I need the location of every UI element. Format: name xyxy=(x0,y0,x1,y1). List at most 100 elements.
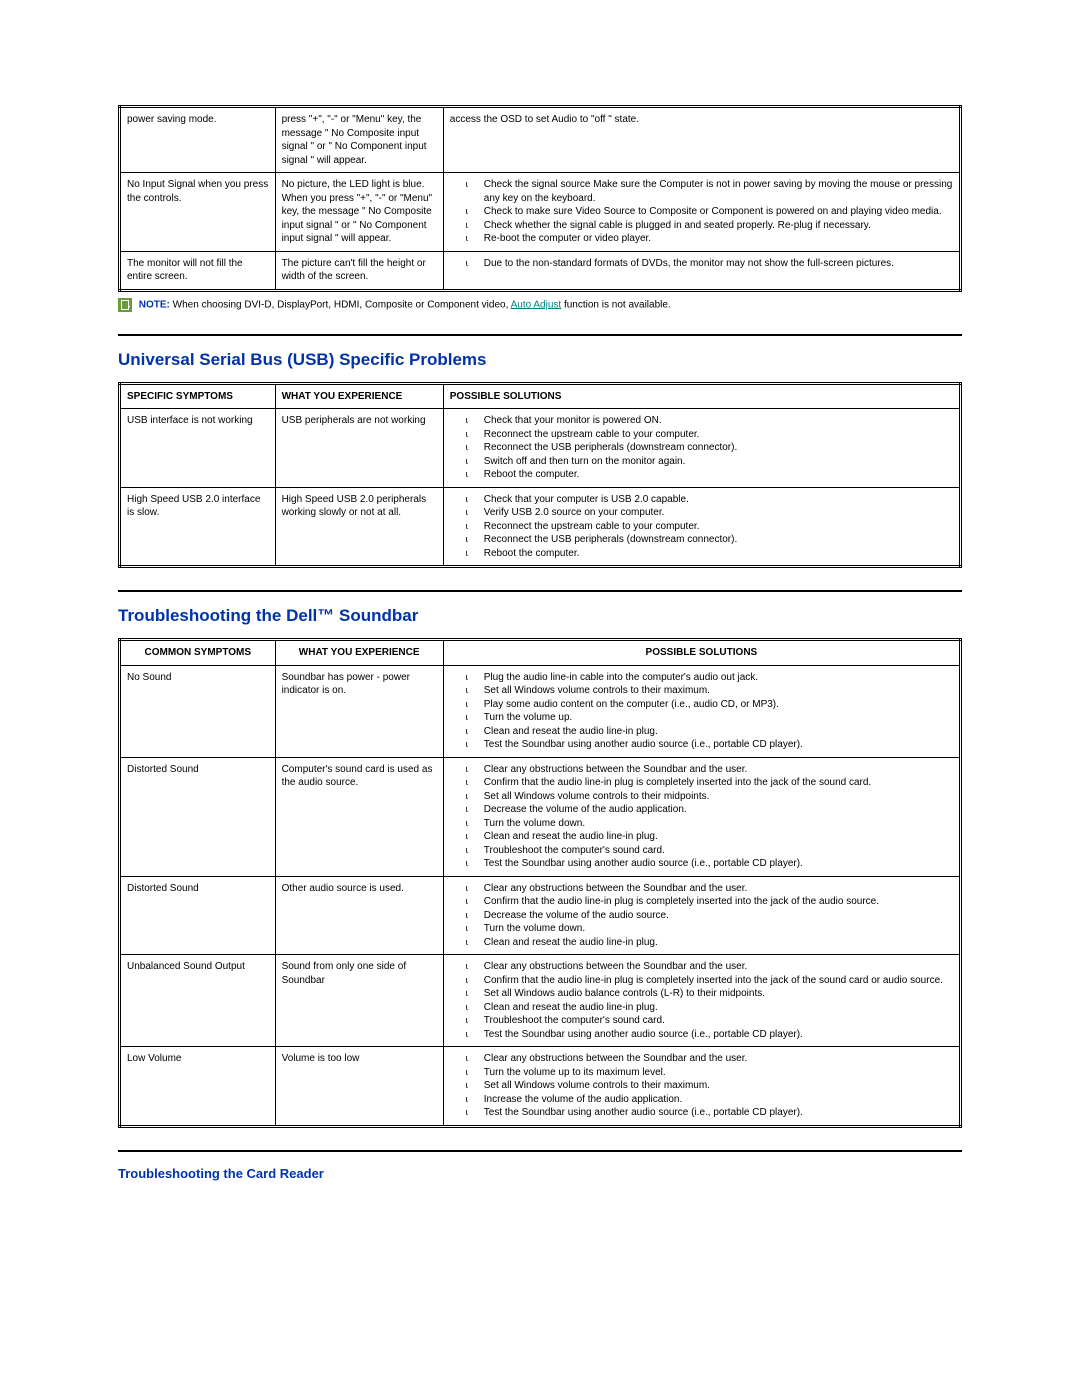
solution-item: Play some audio content on the computer … xyxy=(480,698,953,712)
usb-th-symptoms: SPECIFIC SYMPTOMS xyxy=(120,383,276,409)
solution-item: Test the Soundbar using another audio so… xyxy=(480,1028,953,1042)
experience-cell: Volume is too low xyxy=(275,1047,443,1127)
solution-item: Reboot the computer. xyxy=(480,468,953,482)
note-text-after: function is not available. xyxy=(561,299,671,310)
experience-cell: Soundbar has power - power indicator is … xyxy=(275,665,443,757)
solution-item: Decrease the volume of the audio applica… xyxy=(480,803,953,817)
solution-item: Plug the audio line-in cable into the co… xyxy=(480,671,953,685)
solutions-cell: Clear any obstructions between the Sound… xyxy=(443,876,960,955)
solutions-cell: Plug the audio line-in cable into the co… xyxy=(443,665,960,757)
solution-item: Test the Soundbar using another audio so… xyxy=(480,738,953,752)
solution-item: Switch off and then turn on the monitor … xyxy=(480,455,953,469)
video-problems-table: power saving mode.press "+", "-" or "Men… xyxy=(118,105,962,292)
symptom-cell: USB interface is not working xyxy=(120,409,276,488)
solution-item: Turn the volume up. xyxy=(480,711,953,725)
solution-item: Decrease the volume of the audio source. xyxy=(480,909,953,923)
solutions-cell: Clear any obstructions between the Sound… xyxy=(443,955,960,1047)
note-icon xyxy=(118,298,132,312)
solution-item: Clean and reseat the audio line-in plug. xyxy=(480,936,953,950)
symptom-cell: Unbalanced Sound Output xyxy=(120,955,276,1047)
experience-cell: High Speed USB 2.0 peripherals working s… xyxy=(275,487,443,567)
usb-heading: Universal Serial Bus (USB) Specific Prob… xyxy=(118,350,962,370)
note-row: NOTE: When choosing DVI-D, DisplayPort, … xyxy=(118,298,962,312)
solution-item: Troubleshoot the computer's sound card. xyxy=(480,844,953,858)
solution-item: Check the signal source Make sure the Co… xyxy=(480,178,953,205)
solution-item: Set all Windows audio balance controls (… xyxy=(480,987,953,1001)
experience-cell: Sound from only one side of Soundbar xyxy=(275,955,443,1047)
solution-item: Check that your monitor is powered ON. xyxy=(480,414,953,428)
solution-item: Turn the volume down. xyxy=(480,922,953,936)
solution-item: Clear any obstructions between the Sound… xyxy=(480,960,953,974)
experience-cell: Computer's sound card is used as the aud… xyxy=(275,757,443,876)
solution-item: Turn the volume up to its maximum level. xyxy=(480,1066,953,1080)
table-row: No SoundSoundbar has power - power indic… xyxy=(120,665,961,757)
symptom-cell: No Sound xyxy=(120,665,276,757)
solution-item: Clear any obstructions between the Sound… xyxy=(480,763,953,777)
note-text-before: When choosing DVI-D, DisplayPort, HDMI, … xyxy=(173,299,511,310)
soundbar-problems-table: COMMON SYMPTOMS WHAT YOU EXPERIENCE POSS… xyxy=(118,638,962,1128)
table-row: Unbalanced Sound OutputSound from only o… xyxy=(120,955,961,1047)
experience-cell: The picture can't fill the height or wid… xyxy=(275,251,443,290)
solutions-cell: access the OSD to set Audio to "off " st… xyxy=(443,107,960,173)
experience-cell: No picture, the LED light is blue. When … xyxy=(275,173,443,252)
solution-item: Turn the volume down. xyxy=(480,817,953,831)
solution-item: Test the Soundbar using another audio so… xyxy=(480,857,953,871)
solutions-cell: Due to the non-standard formats of DVDs,… xyxy=(443,251,960,290)
solution-item: Set all Windows volume controls to their… xyxy=(480,1079,953,1093)
cardreader-heading: Troubleshooting the Card Reader xyxy=(118,1166,962,1181)
solution-item: Reconnect the upstream cable to your com… xyxy=(480,428,953,442)
soundbar-heading: Troubleshooting the Dell™ Soundbar xyxy=(118,606,962,626)
solution-item: Confirm that the audio line-in plug is c… xyxy=(480,974,953,988)
experience-cell: USB peripherals are not working xyxy=(275,409,443,488)
table-row: Distorted SoundComputer's sound card is … xyxy=(120,757,961,876)
solution-item: Re-boot the computer or video player. xyxy=(480,232,953,246)
table-row: Low VolumeVolume is too low Clear any obs… xyxy=(120,1047,961,1127)
solutions-cell: Check the signal source Make sure the Co… xyxy=(443,173,960,252)
solution-item: Set all Windows volume controls to their… xyxy=(480,790,953,804)
usb-problems-table: SPECIFIC SYMPTOMS WHAT YOU EXPERIENCE PO… xyxy=(118,382,962,569)
table-row: Distorted SoundOther audio source is use… xyxy=(120,876,961,955)
table-row: USB interface is not workingUSB peripher… xyxy=(120,409,961,488)
solution-item: Confirm that the audio line-in plug is c… xyxy=(480,776,953,790)
solutions-cell: Clear any obstructions between the Sound… xyxy=(443,1047,960,1127)
solution-item: Troubleshoot the computer's sound card. xyxy=(480,1014,953,1028)
solution-item: Check to make sure Video Source to Compo… xyxy=(480,205,953,219)
solution-item: Clear any obstructions between the Sound… xyxy=(480,1052,953,1066)
symptom-cell: High Speed USB 2.0 interface is slow. xyxy=(120,487,276,567)
sb-th-symptoms: COMMON SYMPTOMS xyxy=(120,640,276,666)
solution-item: Due to the non-standard formats of DVDs,… xyxy=(480,257,953,271)
solution-item: Reconnect the upstream cable to your com… xyxy=(480,520,953,534)
symptom-cell: Distorted Sound xyxy=(120,757,276,876)
table-row: The monitor will not fill the entire scr… xyxy=(120,251,961,290)
solution-item: Reboot the computer. xyxy=(480,547,953,561)
note-label: NOTE: xyxy=(139,299,170,310)
solution-item: Clean and reseat the audio line-in plug. xyxy=(480,1001,953,1015)
solution-item: Clear any obstructions between the Sound… xyxy=(480,882,953,896)
symptom-cell: The monitor will not fill the entire scr… xyxy=(120,251,276,290)
solutions-cell: Clear any obstructions between the Sound… xyxy=(443,757,960,876)
auto-adjust-link[interactable]: Auto Adjust xyxy=(511,299,562,310)
sb-th-solutions: POSSIBLE SOLUTIONS xyxy=(443,640,960,666)
solution-item: Check that your computer is USB 2.0 capa… xyxy=(480,493,953,507)
symptom-cell: Distorted Sound xyxy=(120,876,276,955)
symptom-cell: Low Volume xyxy=(120,1047,276,1127)
divider xyxy=(118,334,962,336)
solutions-cell: Check that your monitor is powered ON.Re… xyxy=(443,409,960,488)
symptom-cell: No Input Signal when you press the contr… xyxy=(120,173,276,252)
solution-item: Reconnect the USB peripherals (downstrea… xyxy=(480,441,953,455)
solution-item: Test the Soundbar using another audio so… xyxy=(480,1106,953,1120)
solution-item: Increase the volume of the audio applica… xyxy=(480,1093,953,1107)
experience-cell: press "+", "-" or "Menu" key, the messag… xyxy=(275,107,443,173)
solutions-cell: Check that your computer is USB 2.0 capa… xyxy=(443,487,960,567)
solution-item: Confirm that the audio line-in plug is c… xyxy=(480,895,953,909)
experience-cell: Other audio source is used. xyxy=(275,876,443,955)
usb-th-solutions: POSSIBLE SOLUTIONS xyxy=(443,383,960,409)
sb-th-experience: WHAT YOU EXPERIENCE xyxy=(275,640,443,666)
solution-item: Check whether the signal cable is plugge… xyxy=(480,219,953,233)
solution-item: Clean and reseat the audio line-in plug. xyxy=(480,725,953,739)
solution-item: Clean and reseat the audio line-in plug. xyxy=(480,830,953,844)
usb-th-experience: WHAT YOU EXPERIENCE xyxy=(275,383,443,409)
table-row: power saving mode.press "+", "-" or "Men… xyxy=(120,107,961,173)
symptom-cell: power saving mode. xyxy=(120,107,276,173)
solution-item: Set all Windows volume controls to their… xyxy=(480,684,953,698)
